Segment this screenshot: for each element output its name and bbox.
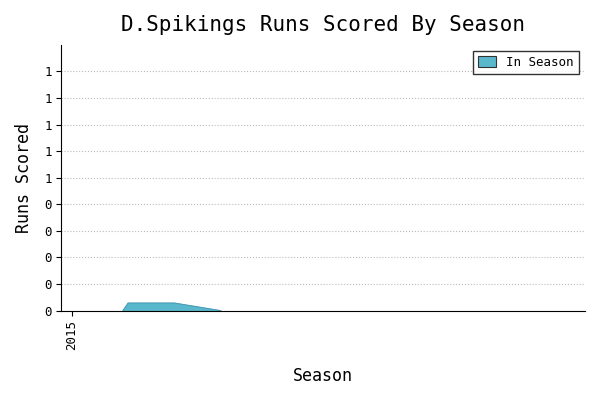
Legend: In Season: In Season xyxy=(473,51,579,74)
Title: D.Spikings Runs Scored By Season: D.Spikings Runs Scored By Season xyxy=(121,15,525,35)
Y-axis label: Runs Scored: Runs Scored xyxy=(15,123,33,233)
X-axis label: Season: Season xyxy=(293,367,353,385)
